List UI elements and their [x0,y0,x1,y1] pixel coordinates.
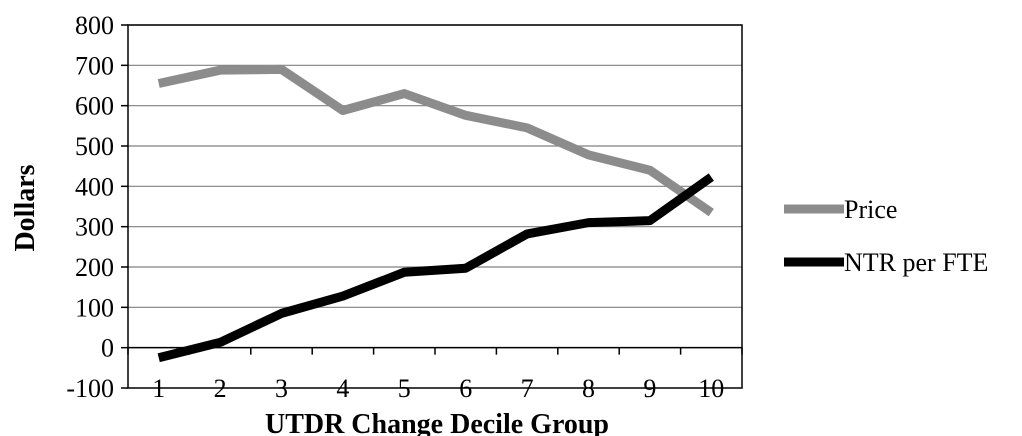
x-tick-label-1: 2 [214,374,227,403]
x-tick-label-3: 4 [336,374,349,403]
tick-labels: -100 0 100 200 300 400 500 600 700 800 1 2 3 4 5 6 7 8 9 10 [66,11,724,403]
y-tick-label-2: 100 [75,293,114,322]
y-tick-label-4: 300 [75,213,114,242]
axes [121,24,743,389]
y-tick-label-0: -100 [66,374,114,403]
x-tick-label-5: 6 [459,374,472,403]
x-axis-title: UTDR Change Decile Group [265,409,609,436]
y-tick-label-8: 700 [75,51,114,80]
y-tick-label-3: 200 [75,253,114,282]
x-tick-label-6: 7 [521,374,534,403]
x-tick-label-7: 8 [582,374,595,403]
x-tick-label-8: 9 [643,374,656,403]
y-tick-label-1: 0 [101,334,114,363]
y-axis-title: Dollars [10,164,41,251]
y-tick-label-7: 600 [75,92,114,121]
series-line-0 [157,64,714,217]
y-tick-label-5: 400 [75,172,114,201]
x-tick-label-4: 5 [398,374,411,403]
y-tick-label-9: 800 [75,11,114,40]
x-tick-label-0: 1 [152,374,165,403]
legend-label-1: NTR per FTE [844,248,988,277]
plot-area-border [127,24,743,389]
series-lines [157,64,714,363]
x-tick-label-2: 3 [275,374,288,403]
y-tick-label-6: 500 [75,132,114,161]
legend-label-0: Price [844,195,897,224]
series-line-1 [157,173,714,363]
x-tick-label-9: 10 [698,374,724,403]
legend: Price NTR per FTE [784,195,988,277]
